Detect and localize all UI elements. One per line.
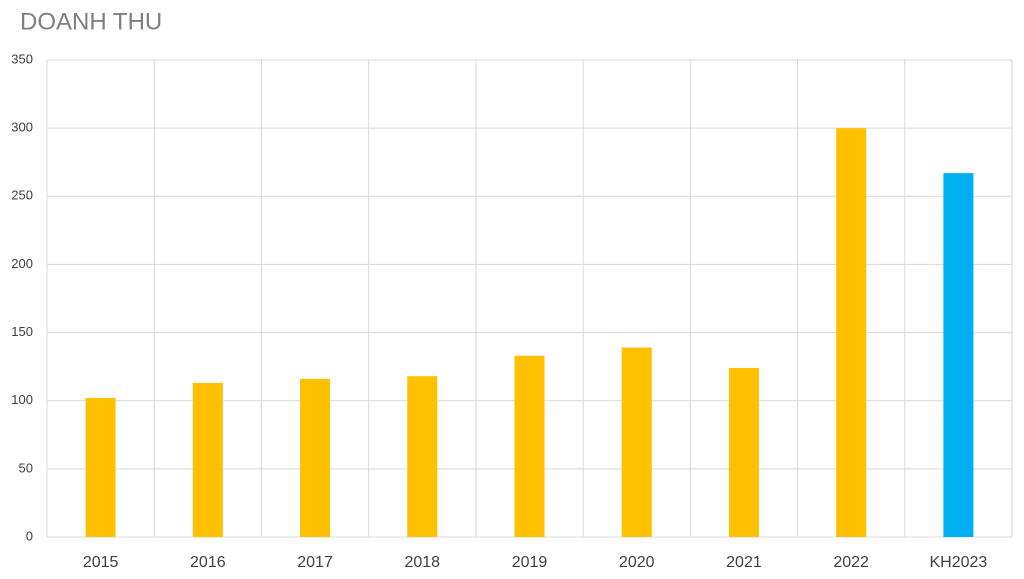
bar xyxy=(192,382,223,537)
y-tick-label: 150 xyxy=(11,324,33,339)
y-tick-label: 50 xyxy=(19,460,33,475)
bar xyxy=(836,128,867,537)
y-tick-label: 0 xyxy=(26,528,33,543)
x-tick-label: 2019 xyxy=(512,554,548,571)
bar xyxy=(621,347,652,537)
bar xyxy=(514,355,545,537)
bar xyxy=(300,378,331,537)
x-tick-label: 2022 xyxy=(833,554,869,571)
x-tick-label: 2016 xyxy=(190,554,226,571)
x-tick-label: 2018 xyxy=(404,554,440,571)
x-tick-label: 2015 xyxy=(83,554,119,571)
bar xyxy=(728,368,759,537)
y-tick-label: 350 xyxy=(11,51,33,66)
bar xyxy=(943,173,974,538)
y-tick-label: 100 xyxy=(11,392,33,407)
y-tick-label: 300 xyxy=(11,120,33,135)
x-tick-label: 2020 xyxy=(619,554,655,571)
x-tick-label: 2021 xyxy=(726,554,762,571)
y-tick-label: 200 xyxy=(11,256,33,271)
y-tick-label: 250 xyxy=(11,188,33,203)
bar xyxy=(407,376,438,537)
bar xyxy=(85,397,116,537)
chart-title: DOANH THU xyxy=(20,8,162,35)
x-tick-label: KH2023 xyxy=(929,554,987,571)
x-tick-label: 2017 xyxy=(297,554,333,571)
